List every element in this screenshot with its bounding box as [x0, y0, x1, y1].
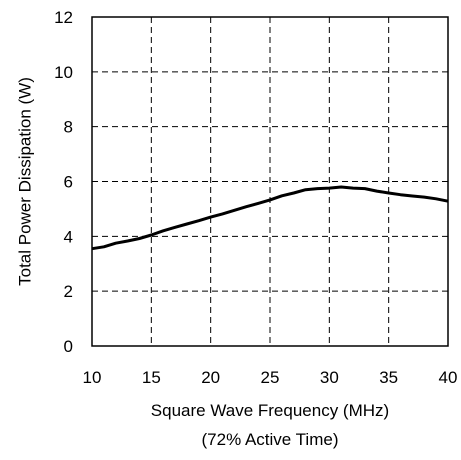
x-tick-label: 30 — [320, 368, 339, 387]
x-tick-label: 25 — [261, 368, 280, 387]
x-tick-label: 15 — [142, 368, 161, 387]
x-tick-label: 20 — [201, 368, 220, 387]
x-tick-label: 40 — [439, 368, 458, 387]
x-axis-ticks: 10 15 20 25 30 35 40 — [83, 368, 458, 387]
y-axis-title: Total Power Dissipation (W) — [15, 77, 34, 286]
x-tick-label: 10 — [83, 368, 102, 387]
y-tick-label: 0 — [64, 337, 73, 356]
x-axis-title: Square Wave Frequency (MHz) — [151, 401, 389, 420]
y-tick-label: 2 — [64, 282, 73, 301]
y-axis-ticks: 0 2 4 6 8 10 12 — [54, 8, 73, 356]
y-tick-label: 8 — [64, 118, 73, 137]
series-line — [91, 185, 449, 251]
series-group — [91, 185, 449, 251]
y-tick-label: 4 — [64, 227, 73, 246]
y-tick-label: 10 — [54, 63, 73, 82]
x-axis-subtitle: (72% Active Time) — [202, 430, 339, 449]
y-tick-label: 6 — [64, 173, 73, 192]
y-tick-label: 12 — [54, 8, 73, 27]
x-tick-label: 35 — [379, 368, 398, 387]
plot-area-border — [91, 16, 449, 347]
grid — [92, 17, 448, 346]
